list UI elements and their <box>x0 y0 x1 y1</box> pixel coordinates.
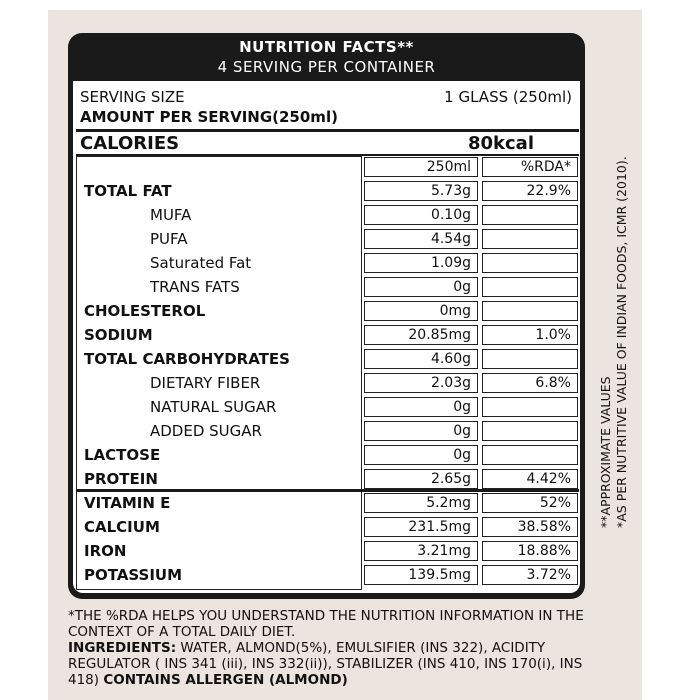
amount-cell: 3.21mg <box>364 541 478 561</box>
nutrient-label: SODIUM <box>84 326 153 344</box>
amount-cell: 0mg <box>364 301 478 321</box>
nutrient-label: TOTAL CARBOHYDRATES <box>84 350 290 368</box>
amount-cell: 0g <box>364 277 478 297</box>
rda-cell: 18.88% <box>482 541 578 561</box>
column-header: 250ml <box>364 157 478 177</box>
nutrient-label: CALCIUM <box>84 518 160 536</box>
amount-cell: 0g <box>364 445 478 465</box>
nutrient-label: IRON <box>84 542 127 560</box>
sub-nutrient-label: Saturated Fat <box>150 254 252 272</box>
sub-nutrient-label: PUFA <box>150 230 188 248</box>
sub-nutrient-label: ADDED SUGAR <box>150 422 262 440</box>
nutrient-label: VITAMIN E <box>84 494 171 512</box>
ingredients: INGREDIENTS: WATER, ALMOND(5%), EMULSIFI… <box>68 640 613 688</box>
rda-cell <box>482 445 578 465</box>
amount-cell: 1.09g <box>364 253 478 273</box>
rda-cell <box>482 349 578 369</box>
rda-cell: 22.9% <box>482 181 578 201</box>
rda-cell: 4.42% <box>482 469 578 489</box>
amount-cell: 5.73g <box>364 181 478 201</box>
serving-value: 1 GLASS (250ml) <box>444 88 572 106</box>
rda-cell <box>482 397 578 417</box>
nutrient-label: TOTAL FAT <box>84 182 172 200</box>
amount-cell: 5.2mg <box>364 493 478 513</box>
rda-cell: 1.0% <box>482 325 578 345</box>
amount-per-serving: AMOUNT PER SERVING(250ml) <box>80 108 338 126</box>
rda-cell <box>482 205 578 225</box>
footer-text: *THE %RDA HELPS YOU UNDERSTAND THE NUTRI… <box>68 608 613 688</box>
divider <box>76 129 579 132</box>
amount-cell: 20.85mg <box>364 325 478 345</box>
rda-cell <box>482 253 578 273</box>
divider <box>76 489 579 492</box>
amount-cell: 139.5mg <box>364 565 478 585</box>
rda-cell: 3.72% <box>482 565 578 585</box>
subtitle: 4 SERVING PER CONTAINER <box>217 58 436 76</box>
calories-value: 80kcal <box>467 133 534 154</box>
side-note: *AS PER NUTRITIVE VALUE OF INDIAN FOODS,… <box>614 156 629 528</box>
amount-cell: 2.65g <box>364 469 478 489</box>
rda-cell <box>482 277 578 297</box>
calories-label: CALORIES <box>80 133 180 154</box>
rda-cell: 52% <box>482 493 578 513</box>
allergen: CONTAINS ALLERGEN (ALMOND) <box>103 672 348 688</box>
ingredients-label: INGREDIENTS: <box>68 640 177 656</box>
amount-cell: 0.10g <box>364 205 478 225</box>
label-body <box>73 81 580 593</box>
amount-cell: 231.5mg <box>364 517 478 537</box>
rda-cell: 6.8% <box>482 373 578 393</box>
side-note: **APPROXIMATE VALUES <box>598 376 613 528</box>
divider <box>76 154 579 156</box>
sub-nutrient-label: DIETARY FIBER <box>150 374 261 392</box>
footnote: *THE %RDA HELPS YOU UNDERSTAND THE NUTRI… <box>68 608 584 640</box>
nutrient-label: POTASSIUM <box>84 566 183 584</box>
label-column <box>76 156 362 590</box>
rda-cell: 38.58% <box>482 517 578 537</box>
rda-cell <box>482 301 578 321</box>
nutrient-label: LACTOSE <box>84 446 161 464</box>
ingredients-text: WATER, ALMOND(5%), EMULSIFIER (INS 322),… <box>68 640 583 688</box>
sub-nutrient-label: TRANS FATS <box>150 278 240 296</box>
amount-cell: 0g <box>364 397 478 417</box>
amount-cell: 4.54g <box>364 229 478 249</box>
nutrient-label: CHOLESTEROL <box>84 302 206 320</box>
title: NUTRITION FACTS** <box>239 38 414 56</box>
amount-cell: 4.60g <box>364 349 478 369</box>
sub-nutrient-label: MUFA <box>150 206 192 224</box>
nutrient-label: PROTEIN <box>84 470 158 488</box>
rda-cell <box>482 229 578 249</box>
serving-label: SERVING SIZE <box>80 88 185 106</box>
amount-cell: 0g <box>364 421 478 441</box>
column-header: %RDA* <box>482 157 578 177</box>
rda-cell <box>482 421 578 441</box>
sub-nutrient-label: NATURAL SUGAR <box>150 398 277 416</box>
amount-cell: 2.03g <box>364 373 478 393</box>
